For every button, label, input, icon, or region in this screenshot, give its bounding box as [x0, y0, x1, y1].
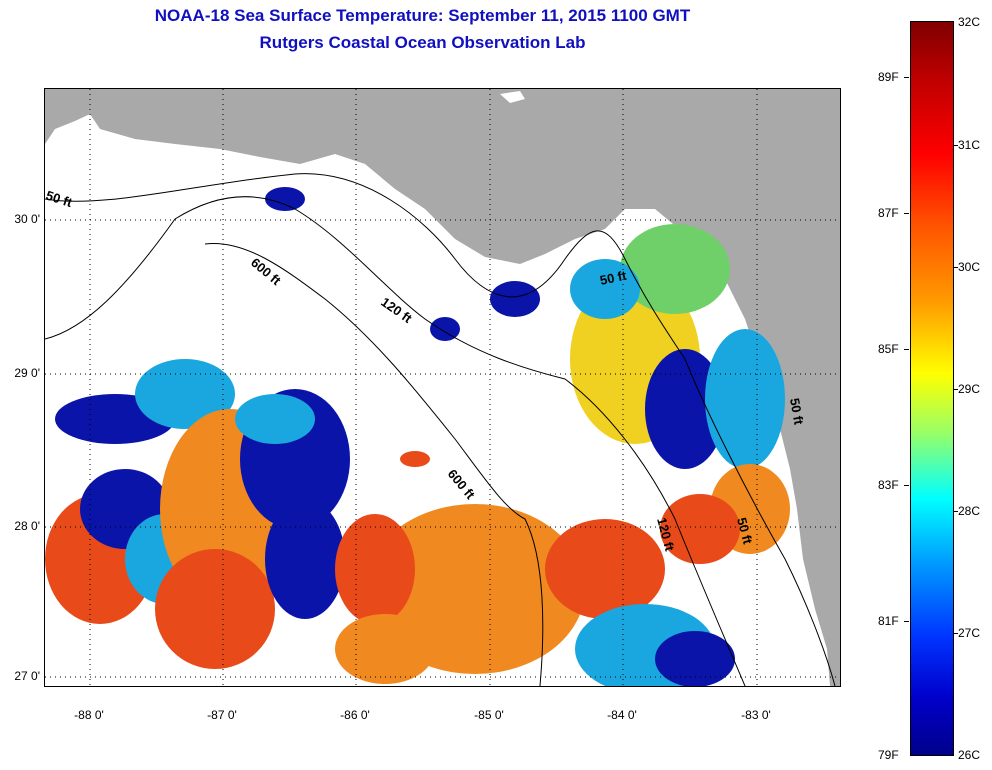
lat-label: 28 0' — [14, 519, 40, 533]
colorbar-tick — [953, 145, 958, 146]
depth-contours — [45, 173, 836, 686]
depth-label-50ft: 50 ft — [734, 516, 756, 546]
sst-data-patches — [45, 187, 790, 686]
colorbar-c-label: 30C — [958, 260, 981, 274]
colorbar-c-label: 27C — [958, 626, 981, 640]
lon-label: -83 0' — [741, 708, 771, 722]
lon-label: -87 0' — [207, 708, 237, 722]
lon-label: -86 0' — [340, 708, 370, 722]
lat-label: 30 0' — [14, 212, 40, 226]
lon-label: -84 0' — [607, 708, 637, 722]
colorbar-c-label: 26C — [958, 748, 981, 762]
depth-label-50ft: 50 ft — [599, 268, 629, 288]
colorbar-f-label: 87F — [878, 206, 899, 220]
colorbar-c-label: 28C — [958, 504, 981, 518]
colorbar-tick — [904, 77, 909, 78]
colorbar-c-label: 29C — [958, 382, 981, 396]
temperature-colorbar — [910, 21, 954, 756]
lon-label: -85 0' — [474, 708, 504, 722]
colorbar-c-label: 31C — [958, 138, 981, 152]
depth-label-50ft: 50 ft — [787, 397, 807, 427]
colorbar-tick — [904, 485, 909, 486]
sst-map-canvas: 50 ft 50 ft 50 ft 50 ft 120 ft 120 ft 60… — [45, 89, 840, 686]
colorbar-c-label: 32C — [958, 15, 981, 29]
colorbar-tick — [904, 621, 909, 622]
colorbar-f-label: 79F — [878, 748, 899, 762]
colorbar-f-label: 89F — [878, 70, 899, 84]
land-area — [45, 89, 840, 686]
lat-label: 29 0' — [14, 366, 40, 380]
colorbar-tick — [953, 633, 958, 634]
colorbar-tick — [953, 267, 958, 268]
colorbar-tick — [904, 349, 909, 350]
colorbar-f-label: 83F — [878, 478, 899, 492]
colorbar-f-label: 85F — [878, 342, 899, 356]
map-subtitle: Rutgers Coastal Ocean Observation Lab — [259, 33, 586, 52]
map-title: NOAA-18 Sea Surface Temperature: Septemb… — [154, 6, 691, 25]
colorbar-f-label: 81F — [878, 614, 899, 628]
lat-label: 27 0' — [14, 669, 40, 683]
colorbar-tick — [953, 511, 958, 512]
colorbar-tick — [904, 213, 909, 214]
sst-map: 50 ft 50 ft 50 ft 50 ft 120 ft 120 ft 60… — [44, 88, 841, 687]
lon-label: -88 0' — [74, 708, 104, 722]
colorbar-tick — [953, 389, 958, 390]
